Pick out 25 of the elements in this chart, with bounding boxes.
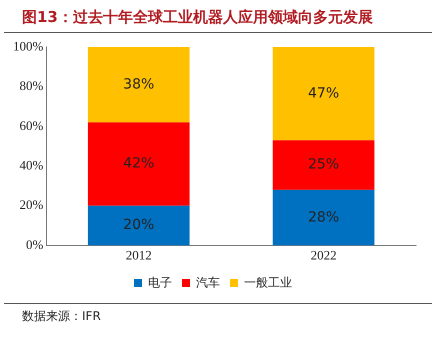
data-label: 38% [123,76,154,92]
y-tick-label: 0% [26,236,44,252]
y-tick-label: 80% [19,78,44,94]
bar [88,122,190,206]
y-tick-label: 40% [19,157,44,172]
data-label: 47% [308,85,340,102]
legend-label: 一般工业 [244,275,292,290]
x-tick-label: 2012 [126,248,152,263]
bar [272,190,374,246]
y-tick-label: 60% [19,118,44,133]
bar [272,47,374,140]
chart-title: 图13：过去十年全球工业机器人应用领域向多元发展 [4,6,432,33]
bar [88,206,190,246]
y-tick-label: 20% [19,197,44,212]
y-tick-label: 100% [12,38,44,54]
bar [88,47,190,122]
legend-label: 电子 [148,275,172,290]
data-label: 20% [123,217,154,234]
x-tick-label: 2022 [310,248,337,263]
data-label: 25% [308,156,340,173]
data-label: 42% [123,156,154,172]
legend-label: 汽车 [196,275,220,290]
source-note: 数据来源：IFR [4,303,432,325]
bar [272,140,374,190]
data-label: 28% [308,209,340,226]
